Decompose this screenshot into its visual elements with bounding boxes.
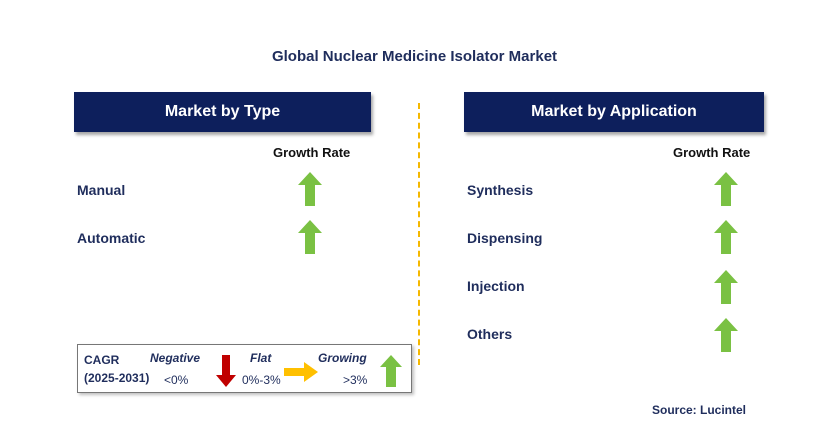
- up-arrow-icon: [380, 355, 402, 387]
- application-row-label-dispensing: Dispensing: [467, 230, 543, 246]
- legend-negative-range: <0%: [164, 373, 189, 387]
- right-arrow-icon: [284, 362, 318, 382]
- up-arrow-icon: [298, 172, 322, 206]
- legend-growing-label: Growing: [318, 351, 367, 365]
- up-arrow-icon: [714, 318, 738, 352]
- up-arrow-icon: [714, 172, 738, 206]
- up-arrow-icon: [298, 220, 322, 254]
- cagr-legend: CAGR (2025-2031) Negative <0% Flat 0%-3%…: [77, 344, 412, 393]
- application-panel-header: Market by Application: [464, 92, 764, 132]
- application-row-label-others: Others: [467, 326, 513, 342]
- down-arrow-icon: [216, 355, 236, 387]
- legend-negative-label: Negative: [150, 351, 201, 365]
- application-row-label-injection: Injection: [467, 278, 525, 294]
- legend-growing-range: >3%: [343, 373, 368, 387]
- type-growth-rate-label: Growth Rate: [273, 145, 351, 160]
- type-row-label-manual: Manual: [77, 182, 126, 198]
- type-panel-header: Market by Type: [74, 92, 371, 132]
- application-row-label-synthesis: Synthesis: [467, 182, 534, 198]
- legend-flat-label: Flat: [250, 351, 272, 365]
- panel-divider: [418, 103, 420, 365]
- type-row-label-automatic: Automatic: [77, 230, 146, 246]
- up-arrow-icon: [714, 220, 738, 254]
- application-growth-rate-label: Growth Rate: [673, 145, 751, 160]
- chart-title: Global Nuclear Medicine Isolator Market: [271, 48, 558, 65]
- up-arrow-icon: [714, 270, 738, 304]
- source-credit: Source: Lucintel: [652, 403, 747, 417]
- legend-cagr-label: CAGR: [84, 353, 120, 367]
- legend-period: (2025-2031): [84, 371, 150, 385]
- legend-flat-range: 0%-3%: [242, 373, 281, 387]
